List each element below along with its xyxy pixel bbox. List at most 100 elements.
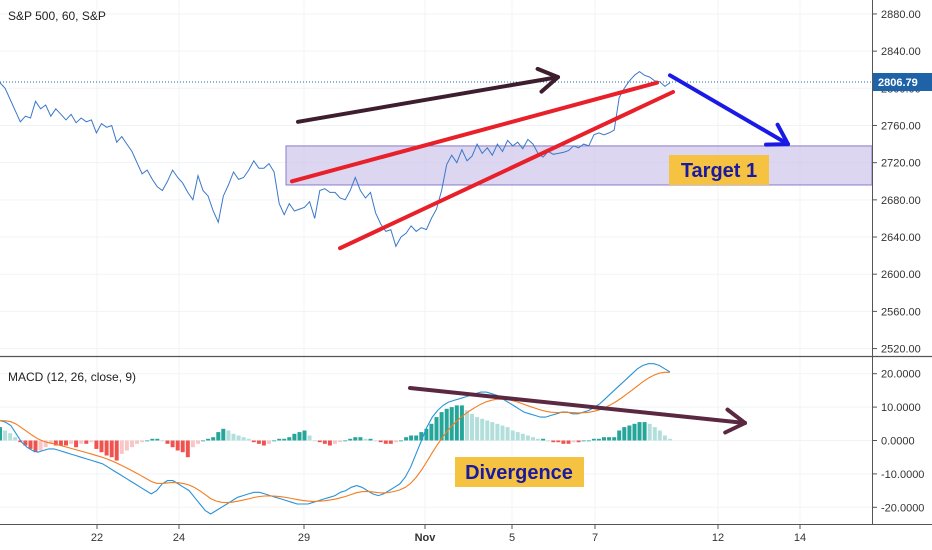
histogram-bar-10	[48, 440, 53, 444]
last-price-label: 2806.79	[878, 77, 918, 89]
histogram-bar-80	[404, 437, 409, 441]
x-tick-label-3: Nov	[415, 532, 437, 544]
histogram-bar-86	[434, 417, 439, 441]
histogram-bar-21	[104, 440, 109, 456]
price-tick-label-7: 2600.00	[881, 269, 921, 281]
histogram-bar-40	[201, 440, 205, 442]
histogram-bar-83	[419, 432, 424, 441]
histogram-bar-8	[38, 440, 43, 451]
histogram-bar-56	[282, 438, 287, 441]
histogram-bar-132	[668, 438, 672, 441]
histogram-bar-84	[424, 428, 429, 441]
histogram-bar-74	[373, 440, 378, 442]
histogram-bar-15	[74, 440, 79, 448]
divergence-arrowhead	[723, 407, 747, 435]
histogram-bar-67	[338, 440, 343, 443]
histogram-bar-115	[581, 440, 586, 442]
macd-tick-label-3: -10.0000	[881, 469, 924, 481]
histogram-bar-101	[510, 430, 515, 441]
price-chart-title: S&P 500, 60, S&P	[8, 9, 106, 23]
histogram-bar-59	[297, 432, 302, 441]
histogram-bar-70	[353, 437, 358, 441]
histogram-bar-31	[155, 438, 160, 441]
histogram-bar-27	[135, 440, 139, 444]
histogram-bar-42	[211, 437, 216, 441]
histogram-bar-127	[642, 422, 647, 441]
histogram-bar-105	[531, 437, 535, 441]
histogram-bar-126	[637, 422, 642, 441]
histogram-bar-6	[28, 440, 33, 449]
histogram-bar-20	[99, 440, 104, 453]
macd-tick-label-0: 20.0000	[881, 369, 921, 381]
histogram-bar-100	[505, 427, 510, 441]
histogram-bar-55	[277, 438, 282, 441]
histogram-bar-49	[246, 438, 251, 441]
histogram-bar-82	[414, 435, 419, 441]
trend-arrowhead-0	[535, 66, 560, 94]
target-zone	[285, 145, 873, 186]
trend-line-3	[668, 73, 790, 147]
histogram-bar-48	[241, 437, 246, 441]
histogram-bar-78	[393, 440, 398, 443]
histogram-bar-53	[267, 440, 271, 444]
histogram-bar-94	[475, 417, 480, 441]
histogram-bar-54	[272, 440, 277, 442]
histogram-bar-107	[541, 438, 546, 441]
histogram-bar-103	[520, 433, 525, 441]
price-tick-label-1: 2840.00	[881, 46, 921, 58]
histogram-bar-92	[465, 410, 469, 441]
histogram-bar-22	[109, 440, 114, 458]
x-tick-label-7: 14	[794, 532, 806, 544]
histogram-bar-23	[114, 440, 119, 461]
histogram-bar-50	[251, 440, 256, 443]
histogram-bar-118	[596, 438, 601, 441]
histogram-bar-120	[607, 437, 612, 441]
histogram-bar-35	[175, 440, 180, 451]
macd-chart-title: MACD (12, 26, close, 9)	[8, 370, 136, 384]
histogram-bar-66	[333, 440, 337, 444]
histogram-bar-71	[358, 437, 363, 441]
histogram-bar-114	[576, 440, 581, 443]
price-tick-label-5: 2680.00	[881, 195, 921, 207]
histogram-bar-17	[84, 440, 89, 444]
histogram-bar-18	[89, 440, 94, 443]
histogram-bar-112	[566, 440, 571, 444]
x-tick-label-5: 7	[592, 532, 598, 544]
histogram-bar-121	[612, 437, 617, 441]
histogram-bar-123	[622, 427, 627, 441]
histogram-bar-30	[150, 438, 155, 441]
histogram-bar-117	[591, 438, 596, 441]
divergence-label: Divergence	[465, 462, 573, 484]
histogram-bar-26	[130, 440, 134, 448]
last-price-label-box	[873, 72, 932, 91]
histogram-bar-90	[454, 405, 459, 441]
price-tick-label-3: 2760.00	[881, 120, 921, 132]
histogram-bar-131	[662, 435, 667, 441]
histogram-bar-130	[657, 430, 662, 441]
histogram-bar-43	[216, 432, 221, 441]
divergence-label-box	[455, 457, 584, 487]
trend-line-1	[290, 80, 659, 184]
histogram-bar-95	[480, 418, 485, 441]
histogram-bar-4	[18, 440, 23, 443]
histogram-bar-97	[490, 422, 495, 441]
histogram-bar-65	[327, 440, 332, 446]
histogram-bar-96	[485, 420, 490, 441]
histogram-bar-16	[79, 440, 84, 444]
histogram-bar-129	[652, 427, 657, 441]
histogram-bar-2	[8, 433, 13, 441]
trend-annotations	[290, 66, 790, 435]
histogram-bar-7	[33, 440, 38, 453]
histogram-bar-47	[236, 435, 241, 441]
histogram-bar-73	[368, 438, 373, 441]
histogram-bar-116	[586, 440, 591, 442]
histogram-bar-13	[64, 440, 68, 446]
histogram-bar-32	[160, 440, 165, 442]
x-tick-label-6: 12	[712, 532, 724, 544]
macd-tick-label-2: 0.0000	[881, 436, 915, 448]
histogram-bar-124	[627, 425, 632, 441]
histogram-bar-102	[515, 432, 520, 441]
histogram-bar-125	[632, 423, 637, 441]
histogram-bar-45	[226, 430, 231, 441]
macd-histogram	[0, 405, 672, 461]
